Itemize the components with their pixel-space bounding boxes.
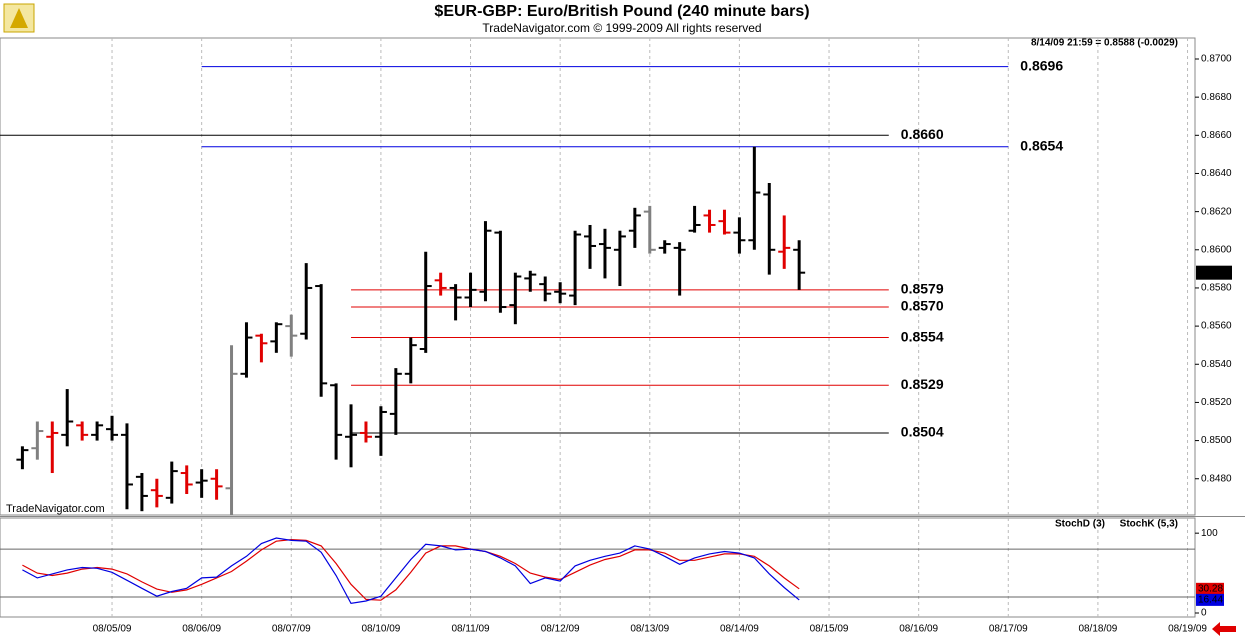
last-value-label: 16.44 — [1198, 595, 1223, 606]
y-tick-label: 0.8540 — [1201, 359, 1232, 370]
y-tick-label: 0.8480 — [1201, 473, 1232, 484]
level-label: 0.8579 — [901, 281, 944, 297]
level-label: 0.8660 — [901, 126, 944, 142]
legend-entry: StochD (3) — [1055, 519, 1105, 530]
level-label: 0.8696 — [1020, 57, 1063, 73]
axes: 08/05/09 08/06/09 08/07/09 08/10/09 08/11/09… — [93, 54, 1232, 635]
price-panel — [0, 37, 1196, 516]
x-tick-label: 08/06/09 — [182, 624, 221, 635]
stoch-panel — [0, 517, 1196, 618]
last-price-label: 0.8588 — [1198, 267, 1229, 278]
y-tick-label: 0.8580 — [1201, 283, 1232, 294]
y-tick-label: 0.8680 — [1201, 92, 1232, 103]
y-tick-label: 0 — [1201, 608, 1207, 619]
y-tick-label: 0.8560 — [1201, 321, 1232, 332]
y-tick-label: 0.8660 — [1201, 130, 1232, 141]
last-value-box — [1196, 593, 1224, 606]
x-tick-label: 08/10/09 — [361, 624, 400, 635]
stoch-plot — [0, 518, 1195, 617]
scroll-arrow[interactable] — [1212, 622, 1236, 636]
x-tick-label: 08/13/09 — [630, 624, 669, 635]
x-tick-label: 08/14/09 — [720, 624, 759, 635]
y-tick-label: 0.8600 — [1201, 244, 1232, 255]
logo — [3, 3, 35, 33]
chart-title: $EUR-GBP: Euro/British Pound (240 minute… — [434, 3, 809, 20]
x-tick-label: 08/17/09 — [989, 624, 1028, 635]
y-tick-label: 0.8520 — [1201, 397, 1232, 408]
level-label: 0.8570 — [901, 298, 944, 314]
level-label: 0.8654 — [1020, 137, 1063, 153]
x-tick-label: 08/15/09 — [810, 624, 849, 635]
legend-entry: StochK (5,3) — [1120, 519, 1178, 530]
x-tick-label: 08/19/09 — [1168, 624, 1207, 635]
last-price-box — [1196, 265, 1232, 280]
watermark: TradeNavigator.com — [6, 503, 105, 515]
x-tick-label: 08/07/09 — [272, 624, 311, 635]
x-tick-label: 08/18/09 — [1078, 624, 1117, 635]
y-tick-label: 0.8640 — [1201, 168, 1232, 179]
last-value-box — [1196, 582, 1224, 595]
stoch-line — [22, 538, 800, 601]
caption: 8/14/09 21:59 = 0.8588 (-0.0029) — [1031, 38, 1178, 49]
y-tick-label: 0.8700 — [1201, 54, 1232, 65]
x-tick-label: 08/05/09 — [93, 624, 132, 635]
chart-subtitle: TradeNavigator.com © 1999-2009 All right… — [482, 21, 761, 35]
x-tick-label: 08/11/09 — [451, 624, 490, 635]
y-tick-label: 0.8500 — [1201, 435, 1232, 446]
x-tick-label: 08/12/09 — [541, 624, 580, 635]
y-tick-label: 100 — [1201, 528, 1218, 539]
level-label: 0.8529 — [901, 376, 944, 392]
stoch-line — [22, 537, 800, 605]
level-label: 0.8554 — [901, 328, 944, 344]
x-tick-label: 08/16/09 — [899, 624, 938, 635]
y-tick-label: 0.8620 — [1201, 206, 1232, 217]
last-value-label: 30.28 — [1198, 583, 1223, 594]
level-label: 0.8504 — [901, 424, 944, 440]
